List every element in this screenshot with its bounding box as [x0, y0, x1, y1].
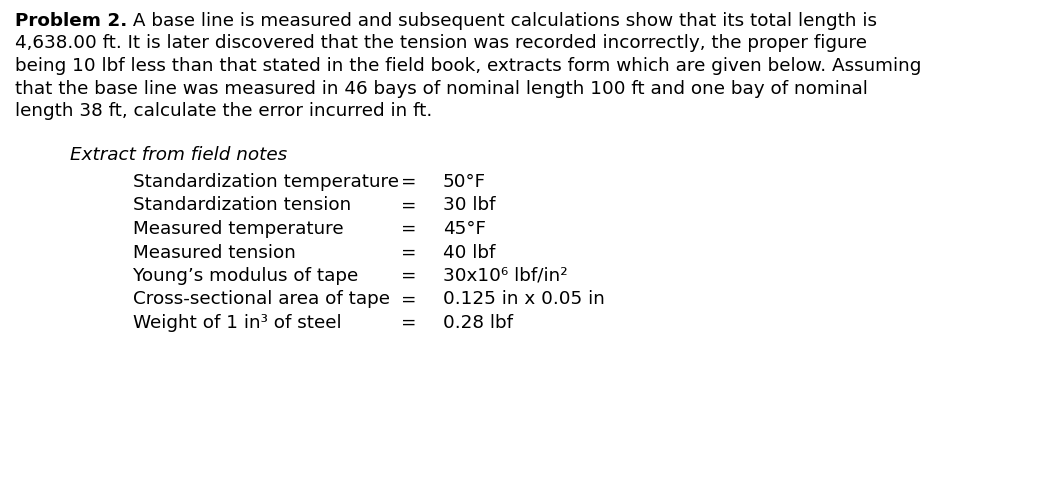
Text: 30 lbf: 30 lbf [443, 197, 495, 214]
Text: 40 lbf: 40 lbf [443, 243, 495, 261]
Text: that the base line was measured in 46 bays of nominal length 100 ft and one bay : that the base line was measured in 46 ba… [15, 80, 868, 98]
Text: =: = [401, 267, 416, 285]
Text: Standardization tension: Standardization tension [133, 197, 351, 214]
Text: 0.28 lbf: 0.28 lbf [443, 314, 513, 332]
Text: Extract from field notes: Extract from field notes [70, 146, 288, 165]
Text: Weight of 1 in³ of steel: Weight of 1 in³ of steel [133, 314, 342, 332]
Text: =: = [401, 314, 416, 332]
Text: Young’s modulus of tape: Young’s modulus of tape [133, 267, 358, 285]
Text: =: = [401, 197, 416, 214]
Text: 50°F: 50°F [443, 173, 486, 191]
Text: Standardization temperature: Standardization temperature [133, 173, 399, 191]
Text: =: = [401, 173, 416, 191]
Text: Problem 2.: Problem 2. [15, 12, 128, 30]
Text: =: = [401, 220, 416, 238]
Text: 4,638.00 ft. It is later discovered that the tension was recorded incorrectly, t: 4,638.00 ft. It is later discovered that… [15, 34, 867, 53]
Text: =: = [401, 290, 416, 309]
Text: Cross-sectional area of tape: Cross-sectional area of tape [133, 290, 390, 309]
Text: Measured temperature: Measured temperature [133, 220, 344, 238]
Text: A base line is measured and subsequent calculations show that its total length i: A base line is measured and subsequent c… [128, 12, 877, 30]
Text: 45°F: 45°F [443, 220, 486, 238]
Text: Measured tension: Measured tension [133, 243, 296, 261]
Text: being 10 lbf less than that stated in the field book, extracts form which are gi: being 10 lbf less than that stated in th… [15, 57, 922, 75]
Text: 30x10⁶ lbf/in²: 30x10⁶ lbf/in² [443, 267, 568, 285]
Text: 0.125 in x 0.05 in: 0.125 in x 0.05 in [443, 290, 605, 309]
Text: length 38 ft, calculate the error incurred in ft.: length 38 ft, calculate the error incurr… [15, 102, 432, 120]
Text: =: = [401, 243, 416, 261]
